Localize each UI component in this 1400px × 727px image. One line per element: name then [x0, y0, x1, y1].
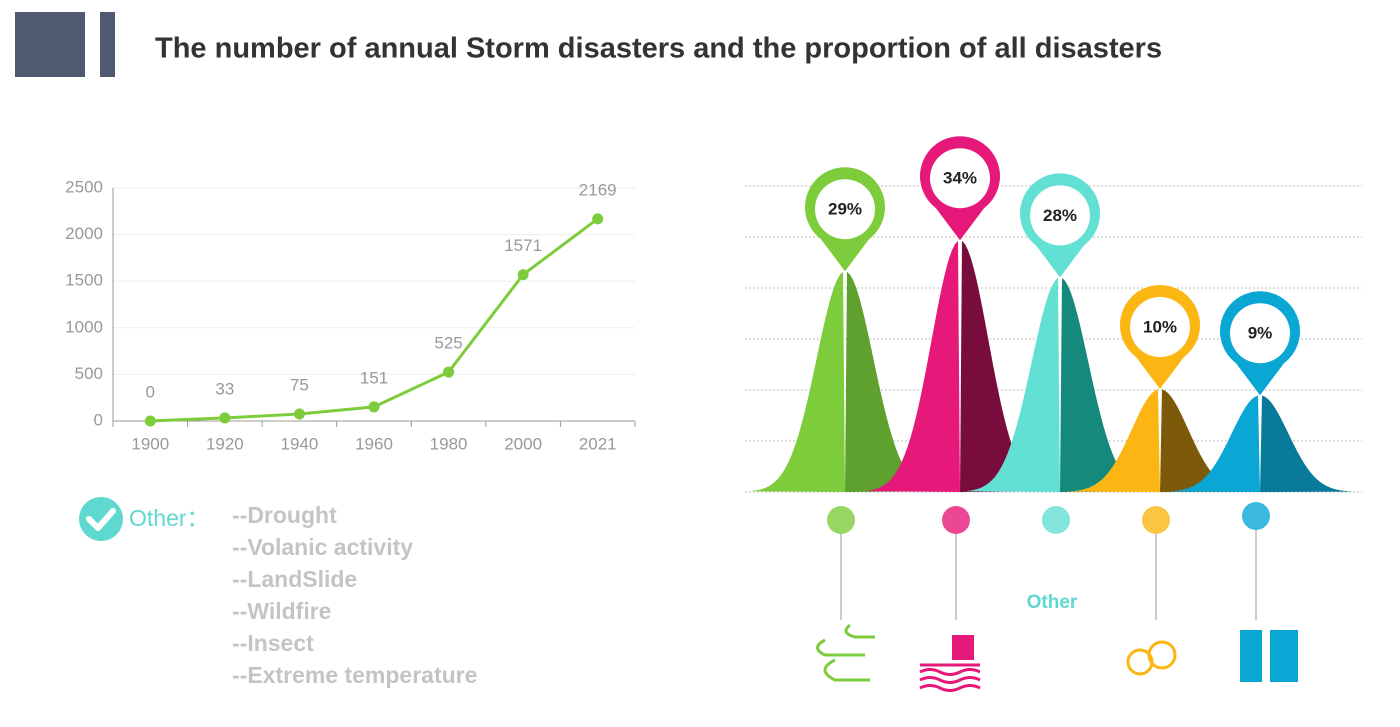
bell-right [960, 240, 1055, 492]
other-item: --Insect [232, 630, 314, 656]
point [592, 213, 604, 225]
pin-center [1130, 297, 1190, 357]
bell-left [750, 271, 845, 492]
x-tick-label: 1920 [206, 434, 244, 453]
value-label: 34% [943, 169, 977, 188]
other-item: --Extreme temperature [232, 662, 477, 688]
value-label: 525 [434, 334, 462, 353]
point [517, 269, 529, 281]
x-tick-label: 1960 [355, 434, 393, 453]
title-bar [100, 12, 115, 77]
value-label: 0 [146, 382, 155, 401]
pin-center [815, 179, 875, 240]
bell-right [1060, 277, 1155, 492]
x-tick-label: 2000 [504, 434, 542, 453]
other-item: --LandSlide [232, 566, 357, 592]
value-label: 1571 [504, 236, 542, 255]
point [293, 408, 305, 420]
y-tick-label: 500 [75, 364, 103, 383]
value-label: 151 [360, 368, 388, 387]
y-tick-label: 1000 [65, 317, 103, 336]
value-label: 33 [215, 379, 234, 398]
value-label: 9% [1248, 324, 1273, 343]
legend-dot [942, 506, 970, 534]
legend-dot [1042, 506, 1070, 534]
bell-right [1260, 395, 1355, 492]
x-tick-label: 1940 [281, 434, 319, 453]
title: The number of annual Storm disasters and… [155, 33, 1162, 65]
point [144, 415, 156, 427]
icons [816, 623, 1298, 692]
legend-dot [827, 506, 855, 534]
check-icon [79, 497, 123, 541]
pin-center [930, 148, 990, 209]
legend-dot [1242, 502, 1270, 530]
category-label: Other [1027, 592, 1078, 613]
other-item: --Drought [232, 502, 337, 528]
value-label: 2169 [579, 180, 617, 199]
value-label: 28% [1043, 206, 1077, 225]
x-tick-label: 2021 [579, 434, 617, 453]
x-tick-label: 1900 [131, 434, 169, 453]
y-tick-label: 2000 [65, 224, 103, 243]
x-tick-label: 1980 [430, 434, 468, 453]
pin-center [1230, 303, 1290, 364]
bell-right [845, 271, 940, 492]
bell-left [1065, 389, 1160, 492]
point [443, 366, 455, 378]
title-block [15, 12, 85, 77]
legend-dot [1142, 506, 1170, 534]
bell-left [965, 277, 1060, 492]
bell-left [1165, 395, 1260, 492]
value-label: 10% [1143, 317, 1177, 336]
other-label: Other： [129, 505, 210, 531]
bell-left [865, 240, 960, 492]
other-item: --Wildfire [232, 598, 331, 624]
y-tick-label: 1500 [65, 271, 103, 290]
point [368, 401, 380, 413]
value-label: 75 [290, 375, 309, 394]
check-mark [86, 508, 116, 531]
value-label: 29% [828, 200, 862, 219]
other-item: --Volanic activity [232, 534, 413, 560]
y-tick-label: 0 [94, 410, 103, 429]
bell-right [1160, 389, 1255, 492]
pin-center [1030, 185, 1090, 246]
point [219, 412, 231, 424]
y-tick-label: 2500 [65, 177, 103, 196]
